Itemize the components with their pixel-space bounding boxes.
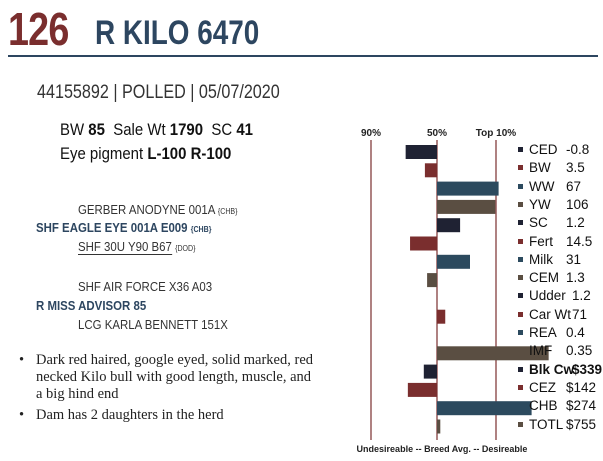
bw-label: BW xyxy=(60,120,85,139)
bar-bw xyxy=(424,163,437,178)
bw-value: 85 xyxy=(88,120,105,139)
legend-swatch xyxy=(518,220,523,226)
epd-value: 0.4 xyxy=(566,325,585,340)
bar-chb xyxy=(437,401,532,416)
axis-top-label: Top 10% xyxy=(476,128,516,139)
stats-line-2: Eye pigment L-100 R-100 xyxy=(60,144,231,164)
eye-label: Eye pigment xyxy=(60,144,144,163)
pedigree-sire-sire: GERBER ANODYNE 001A {CHB} xyxy=(78,202,238,217)
bar-yw xyxy=(437,199,496,214)
legend-swatch xyxy=(518,348,523,354)
epd-label: WW xyxy=(529,178,555,194)
epd-label: Udder xyxy=(529,288,566,304)
epd-label: YW xyxy=(529,196,551,212)
epd-label: CHB xyxy=(529,398,558,414)
sc-value: 41 xyxy=(236,120,254,139)
legend-swatch xyxy=(518,183,523,189)
lot-number: 126 xyxy=(8,3,69,55)
epd-value: 31 xyxy=(566,251,582,267)
eye-left: L-100 xyxy=(147,144,187,163)
legend-swatch xyxy=(518,238,523,244)
axis-top-label: 90% xyxy=(361,128,381,139)
legend-swatch xyxy=(518,165,523,171)
epd-value: $274 xyxy=(566,398,597,414)
legend-swatch xyxy=(518,256,523,262)
list-item: • Dam has 2 daughters in the herd xyxy=(19,407,224,423)
sale-wt-label: Sale Wt xyxy=(113,120,166,139)
epd-value: 3.5 xyxy=(566,160,585,176)
stats-line-1: BW 85 Sale Wt 1790 SC 41 xyxy=(60,120,253,140)
legend-swatch xyxy=(518,421,523,427)
sc-label: SC xyxy=(211,120,233,139)
bar-cem xyxy=(427,273,437,288)
bar-ww xyxy=(437,181,499,196)
bar-sc xyxy=(437,218,461,233)
epd-value: $339 xyxy=(572,361,603,377)
epd-value: 106 xyxy=(566,196,589,212)
epd-label: Milk xyxy=(529,251,553,267)
legend-swatch xyxy=(518,330,523,335)
legend-swatch xyxy=(518,384,523,390)
epd-value: $142 xyxy=(566,379,597,395)
bar-cez xyxy=(407,382,437,397)
epd-label: REA xyxy=(529,325,557,340)
legend-swatch xyxy=(518,293,523,299)
bar-blk-cw xyxy=(423,364,437,379)
sale-wt-value: 1790 xyxy=(169,120,204,139)
epd-label: CEM xyxy=(529,270,559,286)
legend-swatch xyxy=(518,201,523,207)
registration-line: 44155892 | POLLED | 05/07/2020 xyxy=(37,82,280,103)
bar-milk xyxy=(437,254,470,269)
axis-top-label: 50% xyxy=(427,128,447,139)
pedigree-dam-sire: SHF AIR FORCE X36 A03 xyxy=(78,279,213,294)
epd-value: 1.2 xyxy=(566,215,585,231)
epd-label: TOTL xyxy=(529,416,564,432)
epd-value: 1.3 xyxy=(566,270,585,286)
epd-value: -0.8 xyxy=(566,142,590,157)
epd-value: 14.5 xyxy=(566,233,593,249)
legend-swatch xyxy=(518,147,523,152)
eye-right: R-100 xyxy=(190,144,232,163)
bar-totl xyxy=(437,419,441,434)
legend-swatch xyxy=(518,311,523,317)
list-item: • Dark red haired, google eyed, solid mar… xyxy=(19,352,314,402)
epd-label: Blk Cw xyxy=(529,361,575,377)
legend-swatch xyxy=(518,366,523,372)
title-rule xyxy=(8,55,598,57)
epd-label: SC xyxy=(529,215,548,231)
epd-label: BW xyxy=(529,160,551,176)
epd-value: 71 xyxy=(572,306,588,322)
bar-car-wt xyxy=(437,309,446,324)
bar-ced xyxy=(405,145,437,159)
epd-value: 1.2 xyxy=(572,288,591,304)
chart-footer-label: Undesireable -- Breed Avg. -- Desireable xyxy=(357,444,528,454)
description-list: • Dark red haired, google eyed, solid mar… xyxy=(14,352,314,428)
pedigree-sire: SHF EAGLE EYE 001A E009 {CHB} xyxy=(36,220,212,235)
legend-swatch xyxy=(518,403,523,409)
bull-name: R KILO 6470 xyxy=(95,14,260,52)
epd-label: IMF xyxy=(529,343,553,359)
epd-label: Car Wt xyxy=(529,306,571,322)
pedigree-sire-dam: SHF 30U Y90 B67 {DOD} xyxy=(78,239,196,255)
epd-label: Fert xyxy=(529,233,554,249)
epd-value: 67 xyxy=(566,178,582,194)
pedigree-dam-dam: LCG KARLA BENNETT 151X xyxy=(78,317,228,332)
epd-label: CEZ xyxy=(529,379,556,395)
legend-swatch xyxy=(518,275,523,281)
pedigree-dam: R MISS ADVISOR 85 xyxy=(36,298,147,313)
epd-value: $755 xyxy=(566,416,597,432)
epd-label: CED xyxy=(529,142,558,157)
bar-fert xyxy=(410,236,437,251)
epd-value: 0.35 xyxy=(566,343,593,359)
